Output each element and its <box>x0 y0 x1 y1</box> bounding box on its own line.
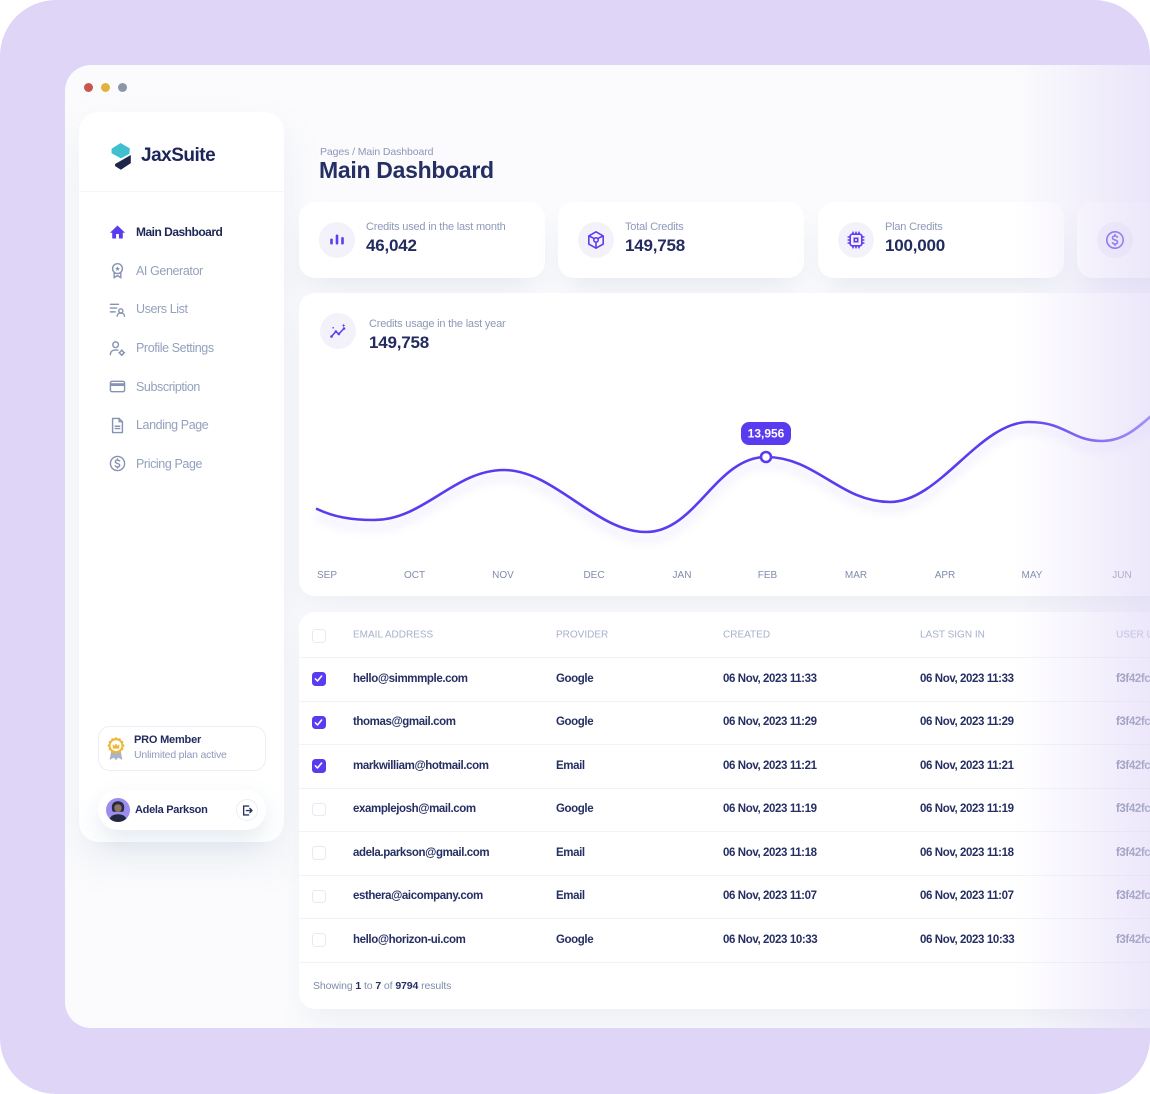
svg-text:13,956: 13,956 <box>748 427 785 441</box>
